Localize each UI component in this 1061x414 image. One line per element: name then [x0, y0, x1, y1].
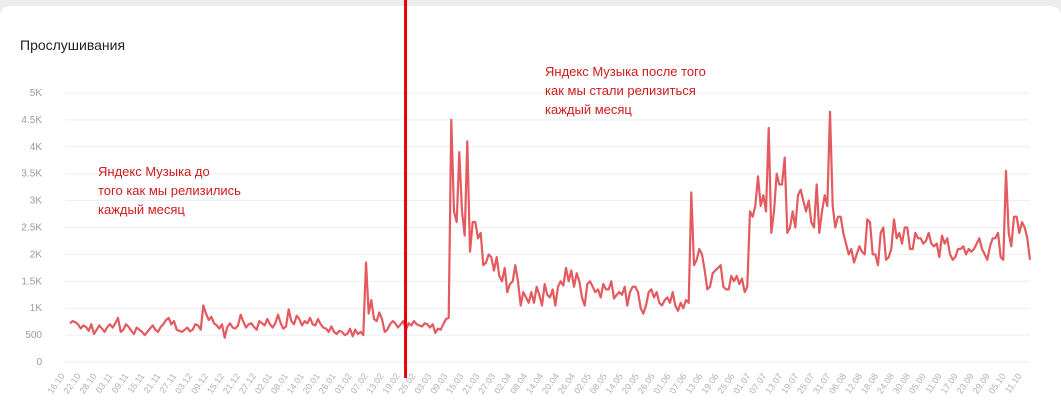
y-tick-label: 1.5K	[21, 276, 42, 287]
x-tick-label: 28.10	[77, 371, 98, 395]
y-tick-label: 0	[36, 357, 42, 368]
y-tick-label: 4.5K	[21, 115, 42, 126]
y-tick-label: 2K	[30, 249, 43, 260]
x-tick-label: 11.10	[1003, 371, 1024, 395]
series-line	[69, 110, 1032, 339]
y-tick-label: 3K	[30, 196, 43, 207]
annotation-after: Яндекс Музыка после того как мы стали ре…	[545, 64, 706, 117]
y-tick-label: 1K	[30, 303, 43, 314]
y-tick-label: 4K	[30, 142, 43, 153]
y-tick-label: 5K	[30, 88, 43, 99]
x-tick-label: 05.09	[907, 371, 928, 395]
y-tick-label: 2.5K	[21, 223, 42, 234]
annotation-before: Яндекс Музыка до того как мы релизились …	[98, 164, 241, 217]
chart-title: Прослушивания	[20, 37, 126, 53]
y-tick-label: 500	[25, 330, 42, 341]
chart-card	[0, 6, 1061, 414]
x-tick-label: 05.10	[987, 371, 1008, 395]
y-tick-label: 3.5K	[21, 169, 42, 180]
